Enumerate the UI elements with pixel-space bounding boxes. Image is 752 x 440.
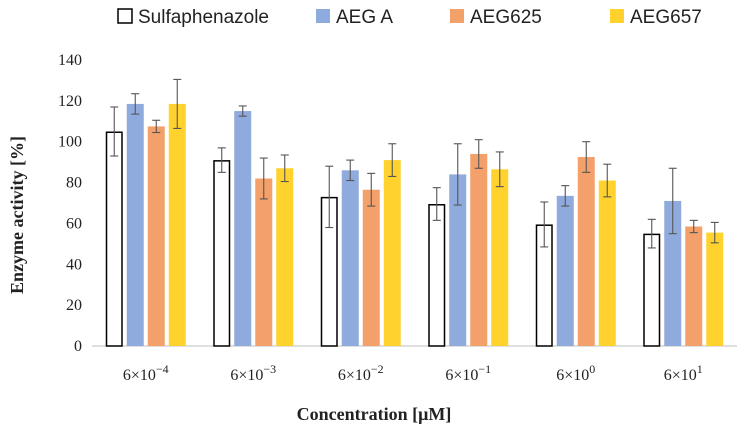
bar: [577, 157, 595, 346]
error-bar: [668, 167, 677, 235]
bar: [276, 168, 294, 346]
error-bar: [689, 219, 698, 234]
y-tick-label: 40: [66, 256, 82, 273]
bar: [213, 160, 231, 347]
legend-label: AEG A: [336, 7, 393, 28]
error-bar: [453, 143, 462, 206]
error-bar: [474, 139, 483, 169]
bar: [598, 180, 616, 346]
error-bar: [432, 187, 441, 221]
error-bar: [110, 106, 119, 157]
legend-swatch: [610, 9, 624, 23]
error-bar: [259, 157, 268, 200]
bar: [147, 126, 165, 347]
legend-label: Sulfaphenazole: [138, 7, 269, 28]
bar: [643, 233, 661, 347]
x-tick-label: 6×10−3: [230, 362, 276, 384]
legend-swatch: [117, 8, 133, 24]
x-tick-label: 6×101: [664, 362, 703, 384]
legend-item: AEG657: [610, 7, 702, 28]
bars: [105, 103, 724, 347]
bar: [449, 174, 467, 346]
x-tick-label: 6×10−1: [445, 362, 491, 384]
error-bar: [388, 143, 397, 177]
error-bars: [110, 78, 719, 249]
legend-swatch: [450, 9, 464, 23]
error-bar: [647, 218, 656, 249]
bar: [428, 204, 446, 347]
legend-item: AEG A: [316, 7, 393, 28]
x-axis-title: Concentration [μM]: [297, 404, 452, 424]
error-bar: [131, 93, 140, 115]
error-bar: [152, 119, 161, 134]
bar: [491, 169, 509, 346]
y-tick-label: 0: [74, 338, 82, 355]
error-bar: [367, 172, 376, 207]
y-tick-label: 140: [58, 52, 82, 69]
bar: [255, 178, 273, 346]
bar: [168, 103, 186, 347]
bar: [470, 153, 488, 346]
legend-swatch: [316, 9, 330, 23]
error-bar: [561, 185, 570, 207]
x-tick-label: 6×10−4: [123, 362, 169, 384]
bar: [126, 103, 144, 347]
bar: [664, 200, 682, 346]
legend-label: AEG657: [630, 7, 702, 28]
x-axis: 6×10−4 6×10−3 6×10−2 6×10−1 6×100 6×101: [92, 345, 737, 384]
bar: [234, 111, 252, 346]
error-bar: [346, 159, 355, 182]
y-tick-label: 120: [58, 93, 82, 110]
y-tick-label: 100: [58, 134, 82, 151]
error-bar: [582, 141, 591, 173]
error-bar: [603, 163, 612, 198]
bar: [556, 195, 574, 346]
y-tick-label: 60: [66, 215, 82, 232]
legend-label: AEG625: [470, 7, 542, 28]
bar: [341, 170, 359, 346]
error-bar: [710, 221, 719, 244]
error-bar: [495, 151, 504, 188]
error-bar: [280, 154, 289, 183]
y-axis-title: Enzyme activity [%]: [7, 136, 27, 294]
x-tick-label: 6×10−2: [338, 362, 384, 384]
bar: [362, 189, 380, 346]
error-bar: [238, 105, 247, 117]
bar: [685, 226, 703, 346]
error-bar: [217, 147, 226, 173]
legend: Sulfaphenazole AEG A AEG625 AEG657: [117, 7, 702, 28]
x-tick-label: 6×100: [556, 362, 595, 384]
y-tick-label: 80: [66, 175, 82, 192]
y-tick-label: 20: [66, 297, 82, 314]
error-bar: [173, 78, 182, 129]
y-axis: 0 20 40 60 80 100 120 140: [58, 52, 82, 355]
error-bar: [325, 165, 334, 229]
legend-item: Sulfaphenazole: [117, 7, 269, 28]
error-bar: [540, 201, 549, 248]
bar: [383, 160, 401, 346]
bar: [105, 131, 123, 347]
legend-item: AEG625: [450, 7, 542, 28]
bar: [706, 232, 724, 346]
